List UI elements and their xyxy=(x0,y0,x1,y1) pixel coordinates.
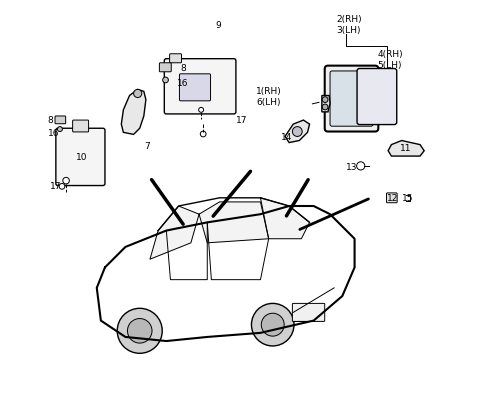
Polygon shape xyxy=(261,198,310,239)
Text: 6(LH): 6(LH) xyxy=(256,98,281,107)
Circle shape xyxy=(199,108,204,112)
FancyBboxPatch shape xyxy=(386,193,397,203)
Text: 4(RH): 4(RH) xyxy=(377,50,403,59)
FancyBboxPatch shape xyxy=(180,74,211,101)
Circle shape xyxy=(163,77,168,83)
Text: 3(LH): 3(LH) xyxy=(336,26,360,35)
Circle shape xyxy=(261,313,284,336)
FancyBboxPatch shape xyxy=(56,128,105,185)
Polygon shape xyxy=(199,202,269,243)
Text: 1(RH): 1(RH) xyxy=(256,87,282,96)
FancyBboxPatch shape xyxy=(164,59,236,114)
FancyBboxPatch shape xyxy=(169,54,181,63)
Polygon shape xyxy=(150,206,199,259)
Text: 16: 16 xyxy=(48,129,59,138)
FancyBboxPatch shape xyxy=(159,63,171,72)
FancyBboxPatch shape xyxy=(72,120,89,132)
Text: 13: 13 xyxy=(347,164,358,173)
Circle shape xyxy=(128,318,152,343)
Polygon shape xyxy=(388,140,424,156)
Circle shape xyxy=(357,162,365,170)
FancyBboxPatch shape xyxy=(324,66,378,131)
FancyBboxPatch shape xyxy=(357,68,397,124)
Text: 8: 8 xyxy=(180,64,186,73)
Polygon shape xyxy=(121,89,146,134)
Circle shape xyxy=(117,308,162,353)
Text: 12: 12 xyxy=(386,194,398,203)
Text: 17: 17 xyxy=(50,182,61,191)
Circle shape xyxy=(63,177,69,184)
Text: 8: 8 xyxy=(48,115,53,124)
Circle shape xyxy=(58,126,62,131)
Circle shape xyxy=(200,131,206,137)
Circle shape xyxy=(322,97,328,103)
Text: 2(RH): 2(RH) xyxy=(336,15,362,24)
Circle shape xyxy=(322,104,328,110)
Text: 17: 17 xyxy=(236,115,247,124)
FancyBboxPatch shape xyxy=(55,116,66,124)
Text: 16: 16 xyxy=(177,79,188,88)
Circle shape xyxy=(59,183,65,189)
Text: 5(LH): 5(LH) xyxy=(377,61,402,70)
Text: 9: 9 xyxy=(216,21,221,30)
Text: 7: 7 xyxy=(144,142,150,151)
FancyBboxPatch shape xyxy=(330,71,373,126)
Text: 10: 10 xyxy=(76,153,88,162)
Text: 15: 15 xyxy=(402,194,414,203)
FancyBboxPatch shape xyxy=(292,303,324,321)
Polygon shape xyxy=(322,96,330,112)
Circle shape xyxy=(252,303,294,346)
Circle shape xyxy=(133,89,142,98)
Text: 11: 11 xyxy=(399,144,411,153)
Circle shape xyxy=(292,126,302,136)
Text: 14: 14 xyxy=(281,133,292,142)
Polygon shape xyxy=(285,120,310,143)
